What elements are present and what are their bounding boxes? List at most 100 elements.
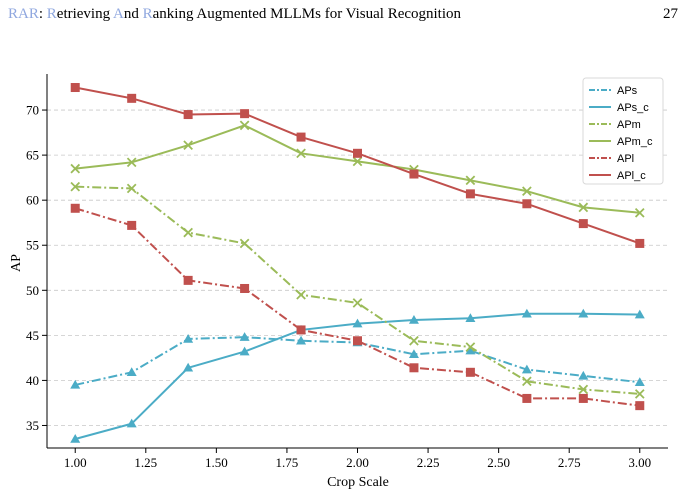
marker-stroke xyxy=(352,298,363,308)
x-tick-label: 2.25 xyxy=(417,455,440,470)
data-point xyxy=(126,183,137,194)
data-point xyxy=(239,238,250,249)
marker-stroke xyxy=(634,207,645,218)
y-tick-label: 45 xyxy=(26,328,39,343)
marker-stroke xyxy=(239,238,250,249)
data-point xyxy=(183,110,193,120)
data-point xyxy=(127,220,137,230)
data-point xyxy=(70,433,81,443)
series-line xyxy=(75,86,641,245)
chart-axes: 1.00 1.25 1.50 1.75 2.00 2.25 2.50 2.75 3.00 35 40… xyxy=(26,74,668,470)
legend-entry: APs xyxy=(589,85,638,97)
data-point xyxy=(634,377,645,386)
x-tick-label: 1.00 xyxy=(64,455,87,470)
data-point xyxy=(465,342,476,352)
marker-stroke xyxy=(183,227,193,238)
data-point xyxy=(409,363,419,373)
marker-stroke xyxy=(465,342,476,352)
title-segment: anking Augmented MLLMs for Visual Recogn… xyxy=(152,6,462,22)
y-tick-label: 35 xyxy=(26,418,39,433)
data-point xyxy=(70,83,80,93)
legend-label: APm xyxy=(617,119,641,131)
data-point xyxy=(578,202,589,213)
x-tick-label: 1.25 xyxy=(134,455,157,470)
series-line xyxy=(75,124,640,214)
series-apm xyxy=(70,181,645,399)
marker-stroke xyxy=(352,156,363,167)
y-axis-label: AP xyxy=(9,254,24,272)
data-point xyxy=(240,283,250,293)
series-apm-c xyxy=(70,120,645,218)
data-point xyxy=(578,393,588,403)
data-point xyxy=(183,227,193,238)
marker-stroke xyxy=(70,181,81,192)
data-point xyxy=(239,346,250,356)
data-point xyxy=(353,336,362,346)
data-point xyxy=(183,140,193,151)
data-point xyxy=(522,186,532,196)
legend-entry: APm_c xyxy=(589,136,653,148)
title-segment: R xyxy=(46,6,57,22)
x-tick-label: 3.00 xyxy=(628,455,651,470)
data-point xyxy=(635,238,645,248)
data-point xyxy=(408,315,419,324)
legend-entry: APm xyxy=(589,119,641,131)
series-line xyxy=(74,312,640,440)
data-point xyxy=(634,309,645,319)
legend-entry: APs_c xyxy=(589,102,649,114)
paper-running-title: RAR: Retrieving And Ranking Augmented ML… xyxy=(8,6,461,23)
data-point xyxy=(183,275,193,285)
data-point xyxy=(70,181,81,192)
marker-stroke xyxy=(126,183,137,194)
data-point xyxy=(296,325,306,335)
data-point xyxy=(126,367,137,377)
y-tick-label: 55 xyxy=(26,238,39,253)
legend-label: APl_c xyxy=(617,170,646,182)
legend-entry: APl_c xyxy=(589,170,646,182)
data-point xyxy=(635,401,645,411)
data-point xyxy=(126,418,137,428)
data-point xyxy=(352,318,363,328)
marker-stroke xyxy=(578,202,589,213)
data-point xyxy=(126,157,137,168)
chart-series xyxy=(70,83,645,443)
data-point xyxy=(127,93,137,103)
marker-stroke xyxy=(409,335,419,346)
y-tick-label: 50 xyxy=(26,283,39,298)
marker-stroke xyxy=(634,389,645,399)
x-tick-label: 2.50 xyxy=(487,455,510,470)
chart-legend: APs APs_c APm APm_c APl APl_c xyxy=(582,77,664,185)
x-tick-label: 1.50 xyxy=(205,455,228,470)
data-point xyxy=(353,148,362,158)
title-segment: nd xyxy=(123,6,143,22)
data-point xyxy=(70,203,80,213)
data-point xyxy=(296,132,306,142)
x-tick-label: 1.75 xyxy=(276,455,299,470)
data-point xyxy=(70,163,81,174)
page-number: 27 xyxy=(663,6,678,22)
data-point xyxy=(465,189,475,199)
data-point xyxy=(183,333,194,343)
marker-stroke xyxy=(296,148,306,159)
data-point xyxy=(408,349,419,359)
data-point xyxy=(70,379,81,389)
marker-stroke xyxy=(522,376,532,387)
legend-label: APs_c xyxy=(617,102,649,114)
y-tick-label: 65 xyxy=(26,148,39,163)
series-apl-c xyxy=(70,83,645,248)
title-segment: : xyxy=(38,6,47,22)
title-segment: etrieving xyxy=(56,6,114,22)
title-segment: A xyxy=(113,6,124,22)
marker-stroke xyxy=(522,186,532,196)
y-tick-label: 60 xyxy=(26,193,39,208)
marker-stroke xyxy=(578,384,589,395)
data-point xyxy=(522,393,532,403)
series-aps-c xyxy=(70,308,645,443)
title-segment: RAR xyxy=(8,6,39,22)
data-point xyxy=(521,364,532,374)
y-tick-label: 70 xyxy=(26,103,39,118)
data-point xyxy=(296,148,306,159)
marker-stroke xyxy=(465,175,476,186)
data-point xyxy=(522,376,532,387)
